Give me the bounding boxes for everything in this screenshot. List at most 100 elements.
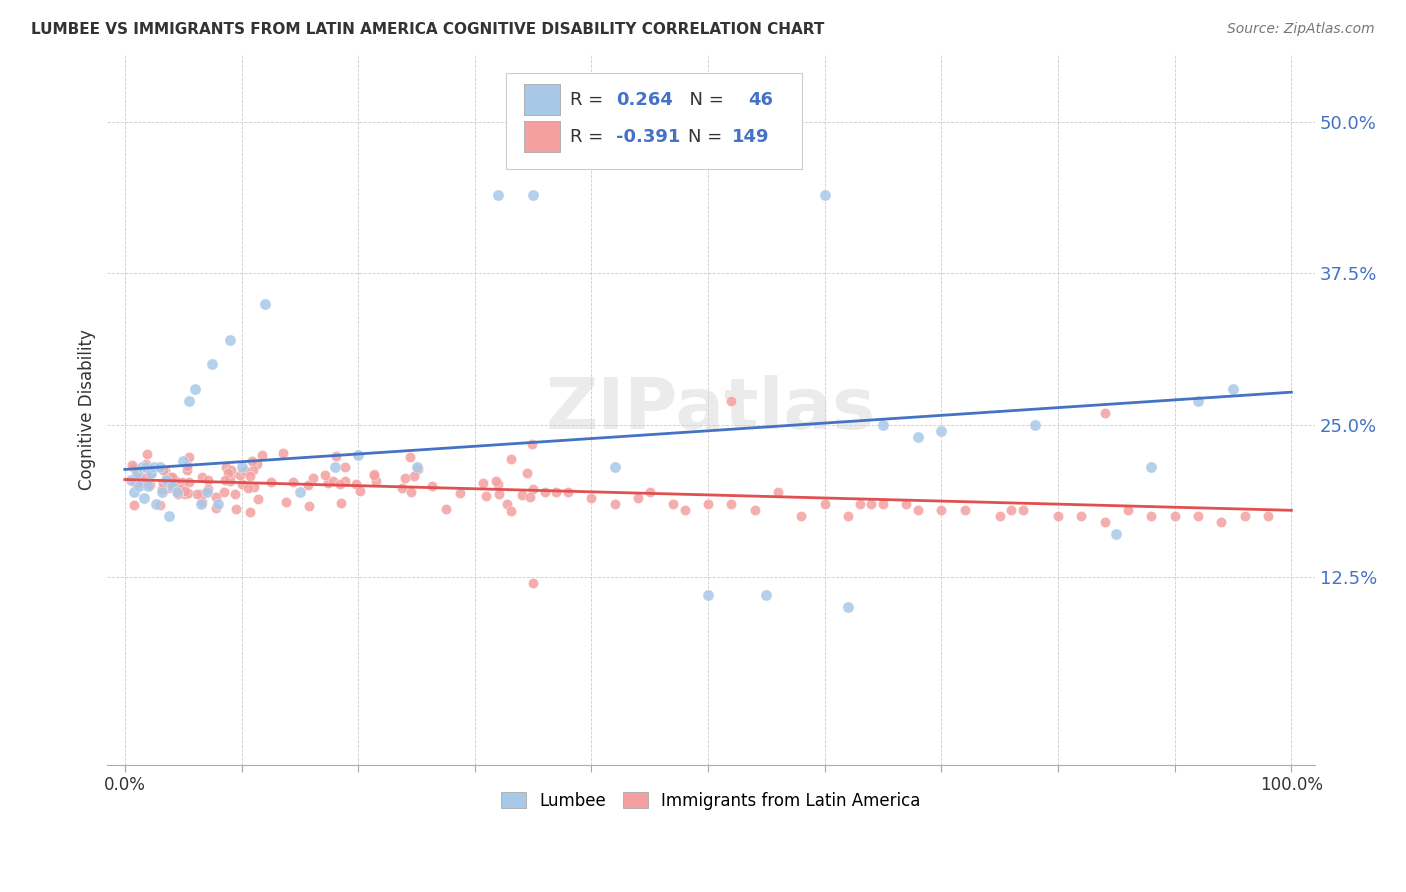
Legend: Lumbee, Immigrants from Latin America: Lumbee, Immigrants from Latin America (495, 785, 928, 816)
Point (449, 486, 471, 500)
Text: N =: N = (688, 128, 728, 145)
Point (156, 469, 179, 483)
Point (364, 474, 387, 488)
Point (204, 500, 226, 515)
Point (405, 460, 427, 475)
Point (246, 492, 269, 507)
Point (219, 462, 242, 476)
Point (122, 461, 145, 475)
Point (190, 497, 212, 511)
Point (872, 497, 894, 511)
Point (166, 483, 188, 497)
Point (1105, 527, 1128, 541)
Point (322, 474, 344, 488)
Point (697, 497, 720, 511)
Point (349, 484, 371, 499)
Point (122, 498, 145, 512)
Text: ZIPatlas: ZIPatlas (546, 376, 876, 444)
Point (344, 476, 367, 491)
Point (135, 457, 157, 471)
Point (520, 437, 543, 451)
Point (149, 499, 172, 513)
Point (603, 497, 626, 511)
Point (907, 430, 929, 444)
Point (860, 497, 883, 511)
Point (1140, 508, 1163, 523)
Point (1222, 382, 1244, 396)
Point (519, 490, 541, 504)
Point (522, 187, 544, 202)
Point (1116, 503, 1139, 517)
Point (522, 482, 544, 496)
Point (638, 484, 661, 499)
Point (533, 484, 555, 499)
Point (156, 481, 179, 495)
Point (1012, 503, 1035, 517)
Point (325, 449, 347, 463)
Point (174, 486, 197, 500)
Point (907, 503, 929, 517)
Text: R =: R = (569, 91, 609, 109)
Point (399, 485, 422, 500)
Point (259, 475, 281, 489)
Point (406, 462, 429, 476)
Point (499, 452, 522, 467)
Point (159, 475, 181, 490)
Point (1233, 508, 1256, 523)
Point (1211, 515, 1233, 529)
Point (233, 464, 256, 478)
Point (134, 471, 156, 485)
Point (239, 505, 262, 519)
Point (150, 482, 173, 496)
Point (150, 484, 173, 499)
Point (155, 475, 177, 489)
Point (139, 467, 162, 481)
Point (485, 474, 508, 488)
Point (516, 466, 538, 480)
Point (217, 466, 239, 480)
Point (314, 468, 336, 483)
Point (128, 478, 150, 492)
Point (125, 471, 148, 485)
Point (225, 501, 247, 516)
Point (1047, 508, 1070, 523)
Point (125, 467, 148, 481)
Point (143, 460, 166, 475)
Point (363, 467, 385, 482)
Point (627, 491, 650, 505)
Point (131, 460, 153, 475)
Point (499, 504, 522, 518)
Point (236, 481, 259, 495)
Point (169, 482, 191, 496)
Point (214, 473, 236, 487)
Point (190, 494, 212, 508)
Point (197, 482, 219, 496)
Y-axis label: Cognitive Disability: Cognitive Disability (79, 329, 96, 491)
Point (160, 471, 183, 485)
Point (475, 489, 498, 503)
Point (302, 471, 325, 485)
Point (159, 469, 181, 483)
Point (242, 480, 264, 494)
Point (391, 481, 413, 495)
Point (157, 508, 180, 523)
Point (297, 477, 319, 491)
Point (136, 447, 159, 461)
Point (250, 448, 273, 462)
Point (316, 476, 339, 491)
Point (172, 475, 194, 489)
Point (253, 296, 276, 310)
Point (288, 484, 311, 499)
Point (135, 459, 157, 474)
Point (131, 476, 153, 491)
Point (402, 468, 425, 483)
Point (486, 187, 509, 202)
Point (135, 460, 157, 475)
Point (363, 467, 385, 481)
Point (195, 484, 218, 499)
Point (219, 474, 242, 488)
Point (231, 460, 253, 475)
Point (177, 486, 200, 500)
Point (176, 462, 198, 476)
Point (184, 382, 207, 396)
